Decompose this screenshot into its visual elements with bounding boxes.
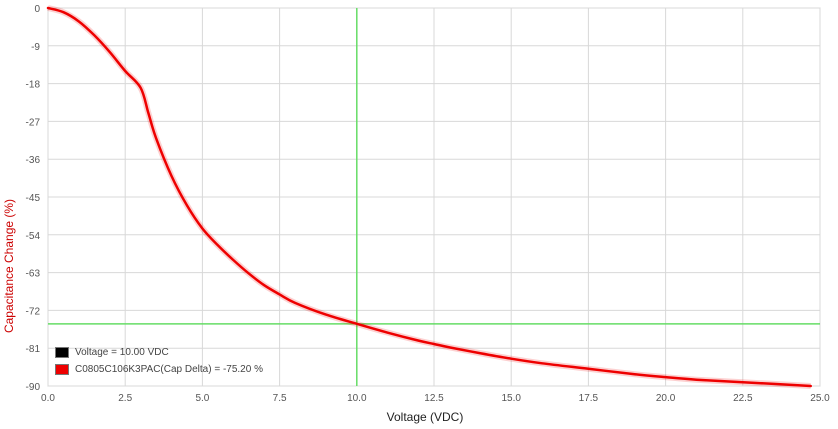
grid-lines bbox=[47, 7, 821, 387]
y-tick-label: 0 bbox=[34, 4, 40, 15]
legend-item-voltage: Voltage = 10.00 VDC bbox=[55, 344, 263, 361]
y-tick-label: -27 bbox=[26, 117, 41, 128]
x-axis-title: Voltage (VDC) bbox=[387, 410, 464, 424]
y-tick-label: -45 bbox=[26, 193, 41, 204]
y-tick-label: -63 bbox=[26, 269, 41, 280]
y-tick-label: -54 bbox=[26, 231, 41, 242]
y-tick-label: -81 bbox=[26, 344, 41, 355]
y-tick-label: -36 bbox=[26, 155, 41, 166]
x-tick-label: 12.5 bbox=[424, 393, 444, 404]
legend-voltage-text: Voltage = 10.00 VDC bbox=[75, 347, 169, 358]
y-axis-title: Capacitance Change (%) bbox=[2, 199, 16, 333]
x-tick-label: 17.5 bbox=[579, 393, 599, 404]
y-tick-label: -18 bbox=[26, 80, 41, 91]
x-tick-label: 5.0 bbox=[195, 393, 209, 404]
y-tick-label: -90 bbox=[26, 382, 41, 393]
y-axis-ticks: 0 -9 -18 -27 -36 -45 -54 -63 -72 -81 -90 bbox=[26, 4, 41, 393]
legend: Voltage = 10.00 VDC C0805C106K3PAC(Cap D… bbox=[55, 344, 263, 378]
legend-swatch-voltage bbox=[55, 347, 69, 358]
x-tick-label: 25.0 bbox=[810, 393, 830, 404]
y-tick-label: -72 bbox=[26, 306, 41, 317]
legend-item-cap-delta: C0805C106K3PAC(Cap Delta) = -75.20 % bbox=[55, 361, 263, 378]
series-curve[interactable] bbox=[46, 6, 812, 388]
x-tick-label: 10.0 bbox=[347, 393, 367, 404]
legend-swatch-cap-delta bbox=[55, 364, 69, 375]
x-axis-ticks: 0.0 2.5 5.0 7.5 10.0 12.5 15.0 17.5 20.0 22.5 25.0 bbox=[41, 393, 830, 404]
y-tick-label: -9 bbox=[31, 42, 40, 53]
x-tick-label: 20.0 bbox=[656, 393, 676, 404]
legend-cap-text: C0805C106K3PAC(Cap Delta) = -75.20 % bbox=[75, 364, 263, 375]
x-tick-label: 22.5 bbox=[733, 393, 753, 404]
x-tick-label: 7.5 bbox=[273, 393, 287, 404]
x-tick-label: 2.5 bbox=[118, 393, 132, 404]
x-tick-label: 15.0 bbox=[501, 393, 521, 404]
x-tick-label: 0.0 bbox=[41, 393, 55, 404]
